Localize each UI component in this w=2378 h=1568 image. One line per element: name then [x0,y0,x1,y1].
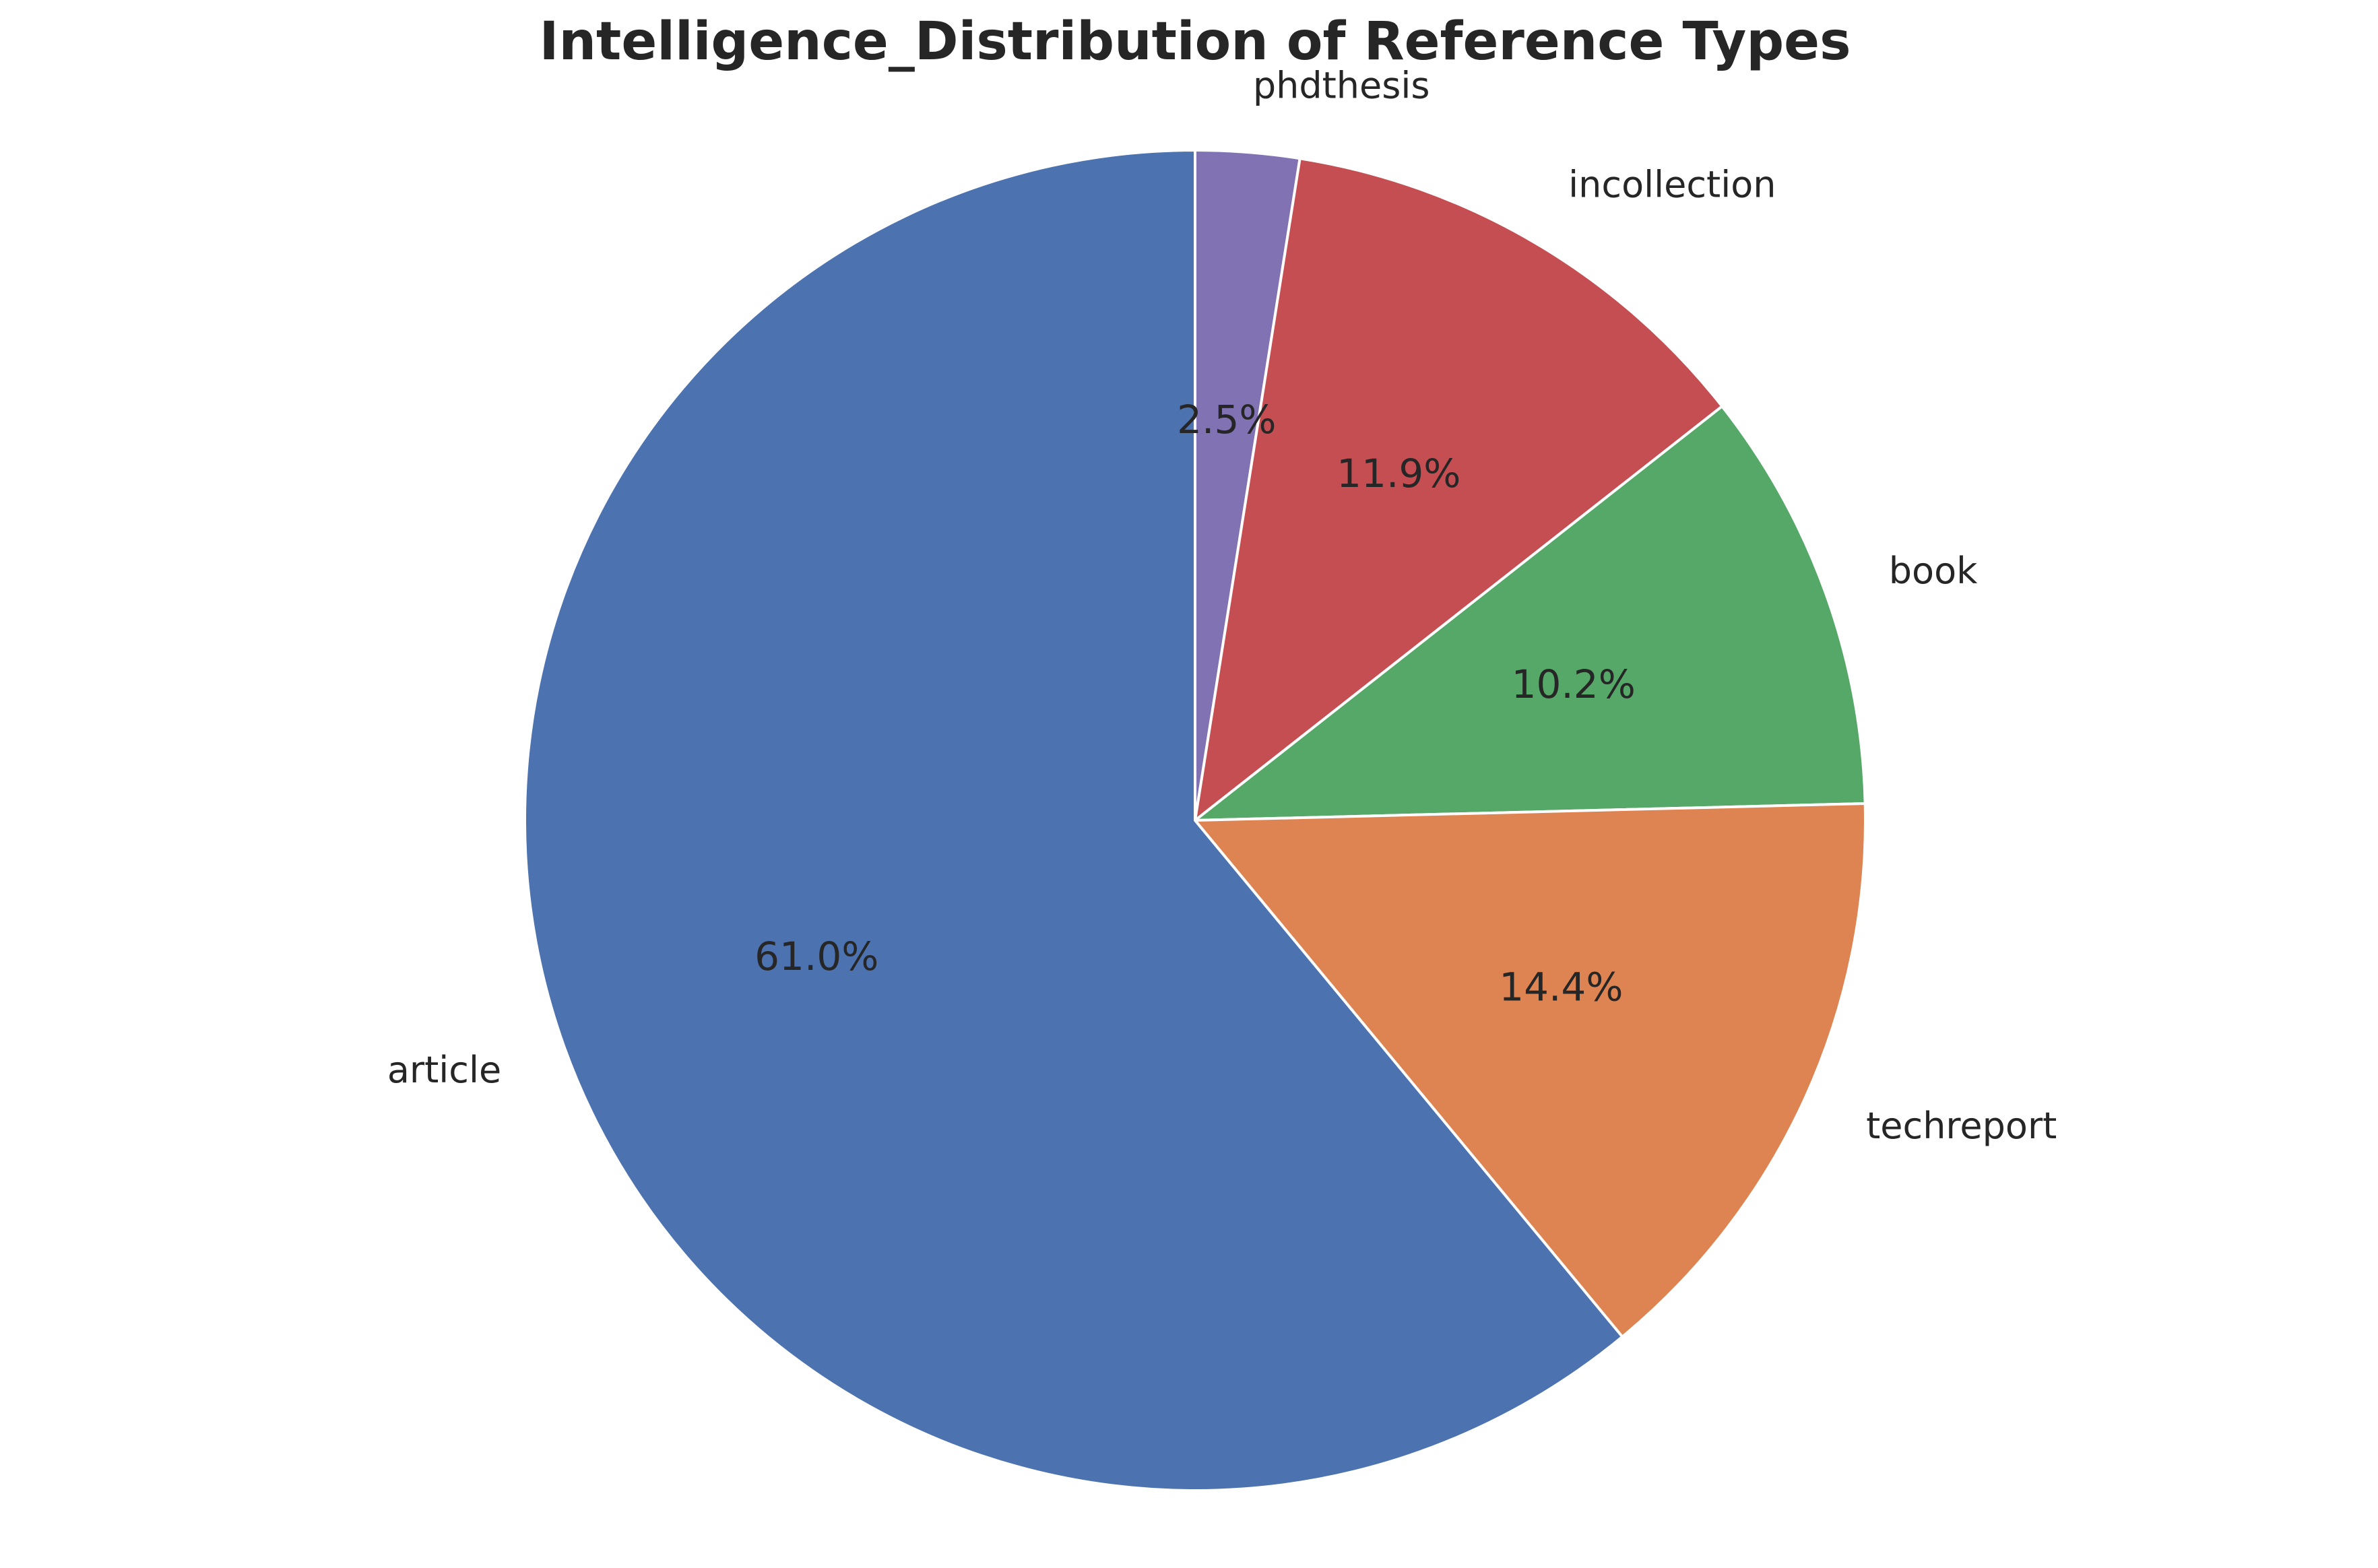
slice-label-book: book [1889,550,1978,592]
slice-label-techreport: techreport [1866,1105,2057,1147]
percent-label-techreport: 14.4% [1499,964,1623,1010]
slice-label-phdthesis: phdthesis [1253,64,1430,106]
chart-title: Intelligence_Distribution of Reference T… [539,11,1851,72]
percent-labels: 2.5% 11.9% 10.2% 14.4% 61.0% [754,397,1636,1010]
percent-label-book: 10.2% [1512,661,1636,707]
pie-slice-article [523,149,1624,1492]
pie-slice-incollection [1194,157,1724,822]
percent-label-phdthesis: 2.5% [1177,397,1276,443]
slice-label-incollection: incollection [1568,164,1776,206]
pie-slices [523,149,1867,1492]
pie-slice-techreport [1194,802,1867,1338]
percent-label-article: 61.0% [754,934,878,979]
pie-slice-book [1194,405,1867,822]
percent-label-incollection: 11.9% [1337,451,1460,496]
slice-label-article: article [387,1049,501,1091]
slice-labels: phdthesis incollection book techreport artic… [387,64,2057,1147]
